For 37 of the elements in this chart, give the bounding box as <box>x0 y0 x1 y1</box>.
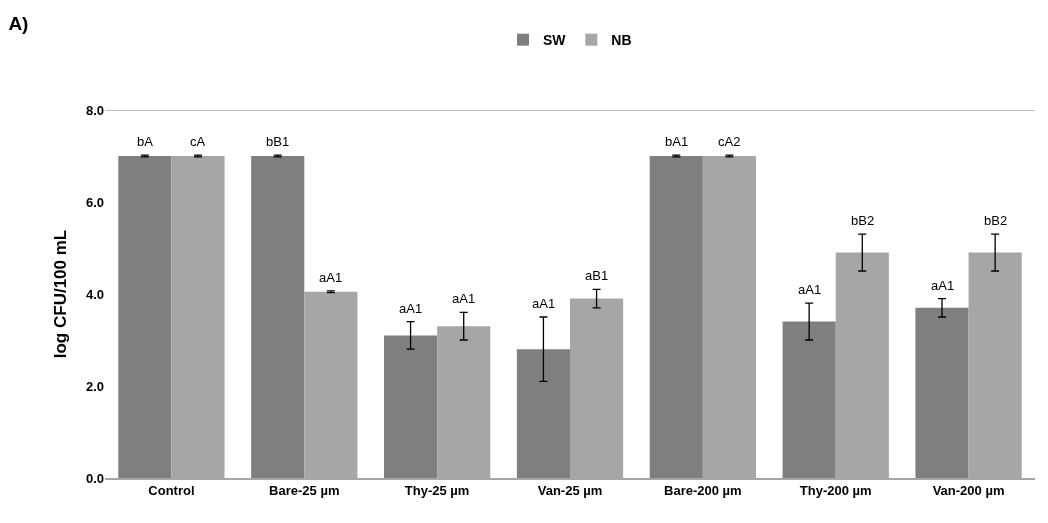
data-label: aA1 <box>798 282 822 297</box>
legend-label: NB <box>611 32 632 49</box>
data-label: aA1 <box>452 291 476 306</box>
bar <box>251 156 305 478</box>
y-tick-label: 8.0 <box>85 102 104 118</box>
bar <box>782 321 836 478</box>
data-label: aA1 <box>319 270 343 285</box>
bar <box>118 156 172 478</box>
data-label: bB2 <box>984 213 1008 228</box>
data-label: bA1 <box>665 134 689 149</box>
x-tick-label: Van-200 µm <box>932 483 1005 499</box>
data-label: bB1 <box>266 134 290 149</box>
y-tick-label: 0.0 <box>85 470 104 486</box>
x-tick-label: Thy-25 µm <box>404 483 470 499</box>
y-axis-title: log CFU/100 mL <box>51 229 71 359</box>
x-tick-label: Bare-200 µm <box>664 483 742 499</box>
data-label: bB2 <box>851 213 875 228</box>
bar <box>516 349 570 478</box>
y-tick-label: 2.0 <box>85 378 104 394</box>
data-label: cA <box>190 134 206 149</box>
data-label: bA <box>137 134 154 149</box>
data-label: aA1 <box>931 278 955 293</box>
x-tick-label: Bare-25 µm <box>269 483 340 499</box>
x-tick-label: Van-25 µm <box>537 483 603 499</box>
bar <box>649 156 703 478</box>
x-tick-label: Control <box>148 483 195 499</box>
data-label: aB1 <box>585 268 609 283</box>
bar <box>384 335 438 478</box>
y-tick-label: 6.0 <box>85 194 104 210</box>
data-label: aA1 <box>399 301 423 316</box>
legend-label: SW <box>543 32 567 49</box>
x-tick-label: Thy-200 µm <box>799 483 872 499</box>
bar <box>915 307 969 478</box>
y-tick-label: 4.0 <box>85 286 104 302</box>
data-label: cA2 <box>718 134 741 149</box>
data-label: aA1 <box>532 296 556 311</box>
chart-title: A) <box>8 13 29 35</box>
